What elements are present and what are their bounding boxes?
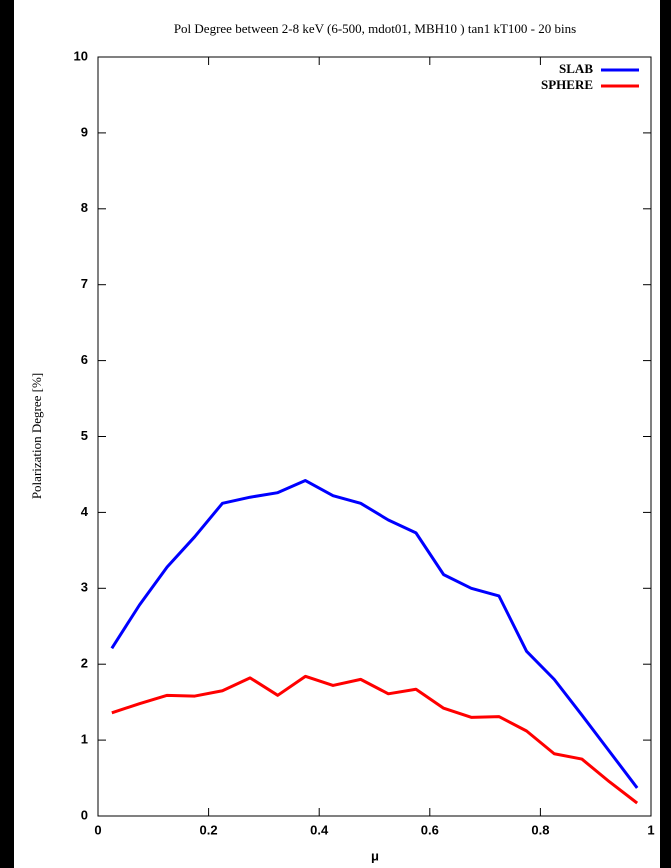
y-tick-label: 6 [81, 352, 88, 367]
y-tick-label: 9 [81, 124, 88, 139]
x-tick-label: 0 [94, 822, 101, 837]
y-tick-label: 5 [81, 428, 88, 443]
x-tick-label: 0.6 [421, 822, 439, 837]
y-tick-label: 10 [74, 48, 88, 63]
y-tick-label: 4 [81, 504, 89, 519]
y-tick-label: 7 [81, 276, 88, 291]
y-tick-label: 8 [81, 200, 88, 215]
y-tick-label: 3 [81, 580, 88, 595]
x-tick-label: 1 [647, 822, 654, 837]
series-line [110, 479, 639, 789]
x-tick-label: 0.4 [310, 822, 329, 837]
x-tick-label: 0.8 [531, 822, 549, 837]
legend-label: SPHERE [541, 77, 593, 92]
x-axis-label: μ [371, 848, 379, 863]
x-tick-label: 0.2 [200, 822, 218, 837]
y-axis-label: Polarization Degree [%] [29, 373, 44, 499]
background [14, 0, 660, 868]
series-line [111, 674, 639, 805]
legend-label: SLAB [559, 61, 593, 76]
y-tick-label: 1 [81, 732, 88, 747]
y-tick-label: 2 [81, 656, 88, 671]
chart-title: Pol Degree between 2-8 keV (6-500, mdot0… [174, 21, 576, 36]
y-tick-label: 0 [81, 807, 88, 822]
